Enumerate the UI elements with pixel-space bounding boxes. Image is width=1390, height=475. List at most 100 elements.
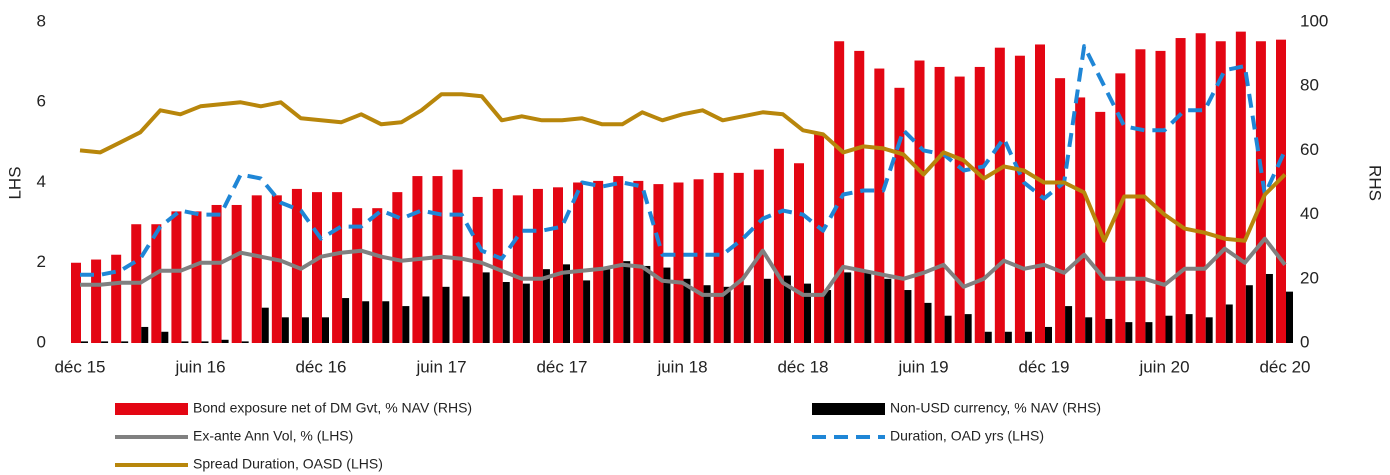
bar: [994, 47, 1005, 344]
bar: [703, 285, 711, 343]
y2-tick-label: 40: [1300, 204, 1319, 223]
bar: [773, 148, 784, 343]
bar: [743, 285, 751, 343]
bar: [231, 204, 242, 343]
x-tick-label: déc 20: [1259, 357, 1310, 376]
bar: [1276, 39, 1286, 343]
bar: [271, 195, 282, 343]
bar: [623, 261, 631, 343]
bar: [1145, 322, 1153, 343]
legend-swatch: [812, 403, 885, 415]
bar: [241, 341, 249, 343]
bar: [141, 326, 149, 343]
bar: [442, 286, 450, 343]
bar: [251, 195, 262, 343]
bar: [553, 187, 563, 343]
bar: [814, 132, 825, 343]
legend-label: Duration, OAD yrs (LHS): [890, 428, 1044, 444]
x-tick-label: déc 17: [536, 357, 587, 376]
bar: [472, 196, 483, 343]
y2-tick-label: 100: [1300, 11, 1328, 30]
line: [79, 92, 1287, 243]
bar: [954, 76, 965, 343]
bar: [783, 275, 791, 343]
bar: [512, 195, 523, 343]
y2-tick-label: 0: [1300, 332, 1309, 351]
bar: [1055, 78, 1066, 344]
x-tick-label: déc 18: [777, 357, 828, 376]
bar: [643, 265, 651, 343]
bar: [1245, 285, 1253, 343]
bar: [723, 286, 731, 343]
y-tick-label: 2: [37, 252, 46, 271]
bar: [532, 188, 543, 343]
bar: [713, 172, 724, 343]
bar: [161, 331, 169, 343]
bar: [874, 68, 885, 344]
bar: [482, 272, 490, 343]
x-tick-label: déc 16: [295, 357, 346, 376]
bar: [362, 301, 370, 343]
bar: [402, 306, 410, 343]
bar: [542, 269, 550, 343]
bar: [763, 278, 771, 343]
bar: [492, 188, 503, 343]
bar: [1225, 304, 1233, 343]
bar: [462, 296, 470, 343]
bar: [1155, 50, 1166, 343]
bar: [824, 290, 832, 343]
bar: [191, 211, 202, 343]
bar: [573, 182, 584, 343]
bar: [1035, 44, 1045, 343]
bar: [1195, 33, 1206, 344]
y-tick-label: 4: [37, 172, 46, 191]
bar: [211, 204, 222, 343]
bar: [181, 341, 189, 343]
x-tick-label: juin 17: [415, 357, 466, 376]
bar: [91, 259, 102, 343]
bar: [151, 224, 162, 343]
y-tick-label: 6: [37, 92, 46, 111]
bar: [733, 172, 744, 343]
bar: [301, 317, 309, 343]
legend-label: Non-USD currency, % NAV (RHS): [890, 400, 1101, 416]
bar: [1125, 322, 1133, 343]
bar: [613, 176, 624, 343]
y-tick-label: 8: [37, 11, 46, 30]
bar: [1175, 38, 1186, 344]
bar: [583, 280, 591, 343]
bar: [1286, 291, 1293, 343]
bar: [934, 66, 945, 343]
x-tick-label: déc 19: [1018, 357, 1069, 376]
bar: [332, 192, 343, 343]
bar: [382, 301, 390, 343]
bar: [894, 87, 905, 344]
x-tick-label: juin 18: [656, 357, 707, 376]
y2-tick-label: 20: [1300, 268, 1319, 287]
bar: [1235, 31, 1246, 343]
y-tick-label: 0: [37, 332, 46, 351]
bar: [71, 262, 81, 343]
bar: [1004, 331, 1012, 343]
bar: [502, 282, 510, 343]
bar: [1105, 318, 1113, 343]
bar: [904, 290, 912, 343]
y2-tick-label: 80: [1300, 76, 1319, 95]
bar: [693, 179, 704, 343]
bar: [281, 317, 289, 343]
bar: [1024, 331, 1032, 343]
bar: [1255, 41, 1266, 343]
bar: [522, 283, 530, 343]
bar: [1085, 317, 1093, 343]
bar: [563, 264, 570, 343]
bar: [914, 60, 925, 344]
legend-swatch: [115, 403, 188, 415]
bar: [844, 272, 852, 343]
bar: [352, 208, 363, 343]
bar: [804, 283, 811, 343]
y-axis-label: LHS: [5, 166, 24, 199]
bar: [974, 66, 985, 343]
bar: [593, 180, 604, 343]
line: [80, 44, 1287, 277]
